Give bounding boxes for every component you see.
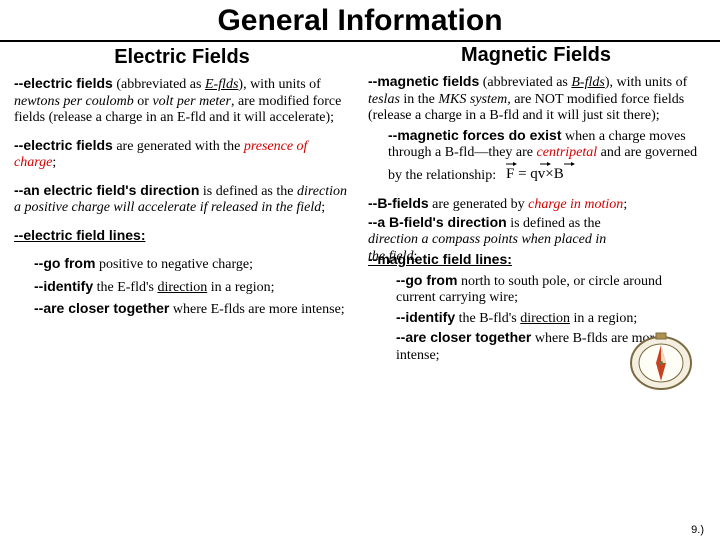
u: direction xyxy=(157,280,207,295)
red: centripetal xyxy=(537,145,598,160)
t: in a region; xyxy=(207,280,274,295)
right-p1: --magnetic fields (abbreviated as B-flds… xyxy=(368,73,704,125)
t: the E-fld's xyxy=(93,280,157,295)
lead: --B-fields xyxy=(368,195,429,211)
lead: --are closer together xyxy=(396,329,531,345)
t: are generated with the xyxy=(113,139,244,154)
right-p4: --magnetic field lines: xyxy=(368,251,704,270)
t: ; xyxy=(623,197,627,212)
t: (abbreviated as xyxy=(113,77,205,92)
lorentz-formula: F = qv×B xyxy=(506,162,578,190)
page-number: 9.) xyxy=(691,524,704,536)
right-heading: Magnetic Fields xyxy=(368,44,704,67)
sys: MKS system xyxy=(438,92,507,107)
right-b2: --identify the B-fld's direction in a re… xyxy=(368,309,704,328)
left-column: Electric Fields --electric fields (abbre… xyxy=(0,42,360,374)
lead: --identify xyxy=(396,309,455,325)
lead: --electric field lines: xyxy=(14,227,145,243)
t: is defined as the xyxy=(507,216,601,231)
lead: --identify xyxy=(34,278,93,294)
unit: newtons per coulomb xyxy=(14,94,134,109)
two-column-body: Electric Fields --electric fields (abbre… xyxy=(0,42,720,374)
left-p2: --electric fields are generated with the… xyxy=(14,137,350,172)
t: the B-fld's xyxy=(455,311,520,326)
t: where E-flds are more intense; xyxy=(169,302,344,317)
left-b3: --are closer together where E-flds are m… xyxy=(14,300,350,319)
lead: --go from xyxy=(396,272,457,288)
t: is defined as the xyxy=(199,184,297,199)
t: ; xyxy=(52,155,56,170)
t: ), with units of xyxy=(238,77,320,92)
right-p1a: --magnetic forces do exist when a charge… xyxy=(368,127,704,190)
lead: --electric fields xyxy=(14,75,113,91)
compass-icon xyxy=(626,330,696,392)
page-title: General Information xyxy=(0,0,720,42)
right-b1: --go from north to south pole, or circle… xyxy=(368,272,704,307)
lead: --magnetic fields xyxy=(368,73,479,89)
unit: volt per meter xyxy=(152,94,231,109)
lead: --magnetic field lines: xyxy=(368,251,512,267)
lead: --electric fields xyxy=(14,137,113,153)
t: are generated by xyxy=(429,197,529,212)
left-p3: --an electric field's direction is defin… xyxy=(14,182,350,217)
right-column: Magnetic Fields --magnetic fields (abbre… xyxy=(360,42,720,374)
abbr: E-flds xyxy=(205,77,238,92)
svg-text:F = qv×B: F = qv×B xyxy=(506,166,564,182)
abbr: B-flds xyxy=(571,75,604,90)
u: direction xyxy=(520,311,570,326)
left-heading: Electric Fields xyxy=(14,46,350,69)
left-b1: --go from positive to negative charge; xyxy=(14,255,350,274)
right-p2: --B-fields are generated by charge in mo… xyxy=(368,195,704,214)
lead: --magnetic forces do exist xyxy=(388,127,562,143)
t: (abbreviated as xyxy=(479,75,571,90)
left-b2: --identify the E-fld's direction in a re… xyxy=(14,278,350,297)
lead: --go from xyxy=(34,255,95,271)
left-p4: --electric field lines: xyxy=(14,227,350,246)
t: ; xyxy=(321,200,325,215)
lead: --a B-field's direction xyxy=(368,214,507,230)
t: ), with units of xyxy=(605,75,687,90)
lead: --are closer together xyxy=(34,300,169,316)
t: in the xyxy=(400,92,439,107)
t: positive to negative charge; xyxy=(95,257,253,272)
left-p1: --electric fields (abbreviated as E-flds… xyxy=(14,75,350,127)
lead: --an electric field's direction xyxy=(14,182,199,198)
red: charge in motion xyxy=(528,197,623,212)
unit: teslas xyxy=(368,92,400,107)
t: in a region; xyxy=(570,311,637,326)
t: or xyxy=(134,94,153,109)
